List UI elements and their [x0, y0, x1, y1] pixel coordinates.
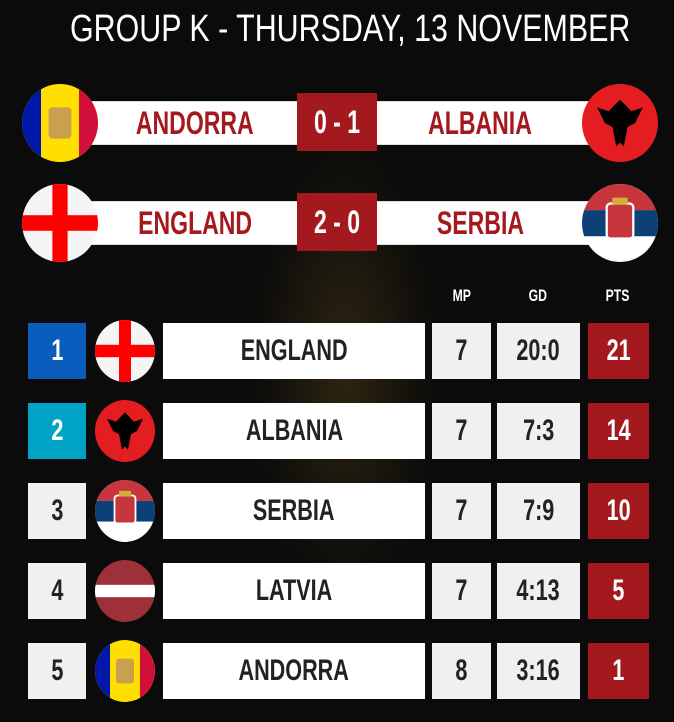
rank-badge: 3 [28, 483, 86, 539]
rank-badge: 2 [28, 403, 86, 459]
points: 21 [588, 323, 649, 379]
goal-difference: 4:13 [497, 563, 580, 619]
team-name: ENGLAND [163, 323, 425, 379]
points: 10 [588, 483, 649, 539]
matches-played: 7 [432, 323, 491, 379]
standings-row: 1 ENGLAND 7 20:0 21 [0, 320, 674, 382]
rank-badge: 4 [28, 563, 86, 619]
home-team: ANDORRA [136, 105, 254, 141]
albania-flag-icon [95, 400, 155, 462]
matches-played: 7 [432, 483, 491, 539]
points: 1 [588, 643, 649, 699]
team-name: SERBIA [163, 483, 425, 539]
matches-played: 8 [432, 643, 491, 699]
away-team: SERBIA [436, 205, 524, 241]
latvia-flag-icon [95, 560, 155, 622]
serbia-flag-icon [582, 184, 658, 262]
standings-row: 5 ANDORRA 8 3:16 1 [0, 640, 674, 702]
goal-difference: 20:0 [497, 323, 580, 379]
header-pts: PTS [606, 286, 630, 305]
goal-difference: 7:3 [497, 403, 580, 459]
team-name: LATVIA [163, 563, 425, 619]
page-title: GROUP K - THURSDAY, 13 NOVEMBER [70, 8, 631, 50]
header-mp: MP [452, 286, 472, 305]
header-gd: GD [528, 286, 548, 305]
match-score: 2 - 0 [297, 193, 377, 251]
home-team: ENGLAND [138, 205, 252, 241]
serbia-flag-icon [95, 480, 155, 542]
team-name: ALBANIA [163, 403, 425, 459]
team-name: ANDORRA [163, 643, 425, 699]
england-flag-icon [95, 320, 155, 382]
away-team: ALBANIA [428, 105, 532, 141]
rank-badge: 5 [28, 643, 86, 699]
points: 5 [588, 563, 649, 619]
match-row: ENGLAND 2 - 0 SERBIA [0, 178, 674, 268]
points: 14 [588, 403, 649, 459]
goal-difference: 3:16 [497, 643, 580, 699]
match-row: ANDORRA 0 - 1 ALBANIA [0, 78, 674, 168]
standings-row: 2 ALBANIA 7 7:3 14 [0, 400, 674, 462]
match-score: 0 - 1 [297, 93, 377, 151]
andorra-flag-icon [22, 84, 98, 162]
goal-difference: 7:9 [497, 483, 580, 539]
matches-played: 7 [432, 563, 491, 619]
matches-played: 7 [432, 403, 491, 459]
standings-row: 3 SERBIA 7 7:9 10 [0, 480, 674, 542]
albania-flag-icon [582, 84, 658, 162]
standings-row: 4 LATVIA 7 4:13 5 [0, 560, 674, 622]
rank-badge: 1 [28, 323, 86, 379]
england-flag-icon [22, 184, 98, 262]
andorra-flag-icon [95, 640, 155, 702]
